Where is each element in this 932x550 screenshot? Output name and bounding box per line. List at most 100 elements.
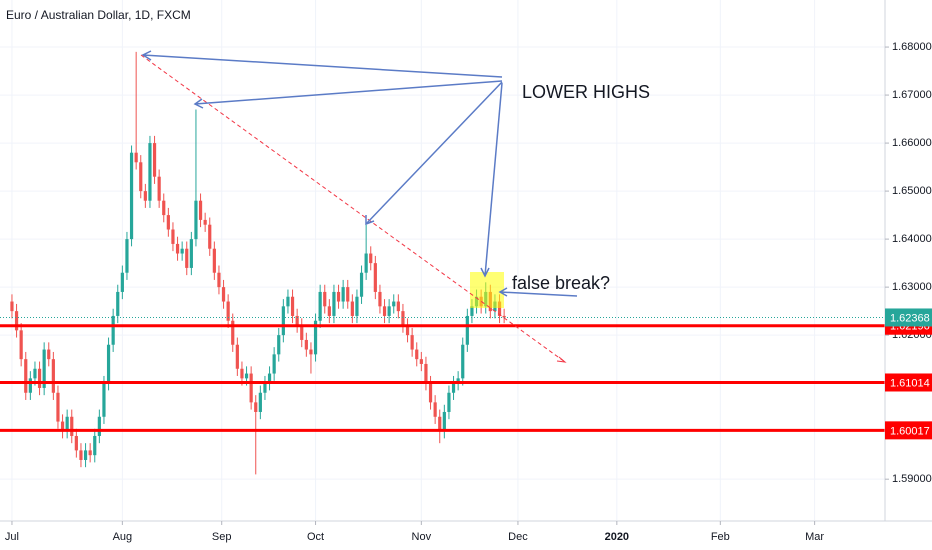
level-label-box	[885, 373, 932, 392]
candle-body	[83, 450, 88, 460]
candle-body	[304, 339, 308, 350]
candle-body	[465, 315, 469, 345]
candle-body	[93, 435, 97, 456]
candle-body	[401, 311, 405, 326]
candle-body	[286, 296, 290, 307]
price-axis	[885, 0, 932, 521]
candle-body	[139, 162, 143, 192]
candle-body	[51, 359, 55, 393]
axes: 1.590001.600001.610001.620001.630001.640…	[5, 41, 932, 543]
last-price-box	[885, 308, 932, 327]
candle-body	[33, 368, 37, 379]
x-tick-label: Aug	[113, 531, 133, 543]
x-tick-label: Jul	[5, 531, 19, 543]
candle-body	[272, 354, 276, 374]
annotation: LOWER HIGHS	[522, 82, 650, 102]
candle-body	[382, 306, 387, 316]
candle-body	[369, 253, 373, 264]
candle-body	[410, 335, 414, 350]
candle-body	[129, 152, 134, 240]
candle-body	[359, 272, 364, 297]
last-price-label: 1.62368	[890, 312, 930, 324]
highlight-box	[470, 272, 504, 308]
x-tick-label: Feb	[711, 531, 730, 543]
candle-body	[424, 363, 428, 384]
candle-body	[148, 143, 152, 201]
candle-body	[309, 349, 313, 355]
candle-body	[37, 368, 42, 388]
candle-body	[392, 301, 396, 307]
candle-body	[396, 301, 400, 312]
candle-body	[74, 435, 78, 451]
candle-body	[346, 287, 350, 302]
candle-body	[318, 291, 322, 321]
chart-title: Euro / Australian Dollar, 1D, FXCM	[6, 8, 191, 22]
candle-body	[240, 368, 244, 379]
candle-body	[231, 320, 235, 345]
candle-body	[111, 315, 115, 345]
candle-body	[171, 229, 175, 244]
candle-body	[14, 311, 19, 331]
candle-body	[290, 296, 295, 316]
y-tick-label: 1.65000	[892, 185, 932, 197]
candle-body	[405, 325, 410, 336]
candle-body	[120, 272, 124, 292]
candle-body	[249, 373, 253, 403]
x-tick-label: 2020	[605, 531, 629, 543]
y-tick-label: 1.68000	[892, 41, 932, 53]
candle-body	[221, 287, 226, 302]
y-tick-label: 1.66000	[892, 137, 932, 149]
candle-body	[185, 248, 189, 268]
candles	[0, 51, 885, 475]
candle-body	[327, 306, 331, 316]
candle-body	[323, 291, 327, 307]
level-label: 1.60017	[890, 425, 930, 437]
candle-body	[387, 306, 391, 316]
candle-body	[267, 373, 272, 384]
candle-body	[180, 248, 184, 254]
level-label: 1.61014	[890, 377, 930, 389]
y-tick-label: 1.63000	[892, 281, 932, 293]
candle-body	[47, 349, 51, 360]
candle-body	[415, 349, 419, 360]
candle-body	[198, 200, 203, 220]
candle-body	[65, 416, 69, 432]
candle-body	[456, 378, 460, 384]
candle-body	[102, 383, 106, 417]
y-tick-label: 1.59000	[892, 473, 932, 485]
candle-body	[341, 287, 345, 302]
candle-body	[208, 224, 212, 249]
candle-body	[217, 272, 221, 288]
candle-body	[56, 392, 60, 422]
candle-body	[313, 320, 318, 355]
candle-body	[175, 243, 180, 254]
candle-body	[194, 200, 198, 240]
level-label-box	[885, 421, 932, 440]
candle-body	[60, 421, 65, 432]
candle-body	[212, 248, 216, 273]
candle-body	[24, 359, 28, 393]
trend-line	[140, 54, 566, 363]
candle-body	[226, 301, 230, 321]
candle-body	[116, 291, 120, 316]
candle-body	[79, 450, 83, 460]
candle-body	[378, 291, 382, 307]
candle-body	[364, 253, 368, 273]
y-tick-label: 1.67000	[892, 89, 932, 101]
grid	[0, 0, 885, 520]
candle-body	[336, 291, 341, 302]
candle-body	[442, 411, 446, 432]
candle-body	[433, 402, 437, 417]
candle-body	[373, 263, 377, 292]
candle-body	[203, 219, 207, 225]
candle-body	[254, 402, 258, 412]
candle-body	[157, 176, 161, 201]
candle-body	[295, 315, 299, 326]
y-tick-label: 1.64000	[892, 233, 932, 245]
x-tick-label: Dec	[508, 531, 528, 543]
arrows	[141, 50, 578, 297]
candle-body	[162, 200, 166, 216]
candle-body	[235, 344, 239, 369]
